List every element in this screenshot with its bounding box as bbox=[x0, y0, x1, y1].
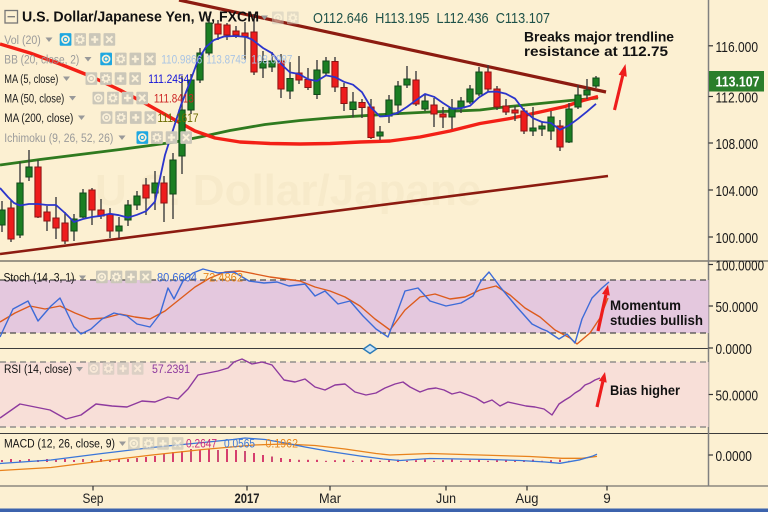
svg-text:MA (50, close): MA (50, close) bbox=[4, 93, 64, 105]
svg-text:Vol (20): Vol (20) bbox=[4, 35, 41, 47]
svg-text:0.0565: 0.0565 bbox=[224, 439, 255, 451]
svg-text:112.000: 112.000 bbox=[716, 90, 759, 107]
svg-text:U.S. Dollar/Japanese Yen, W, F: U.S. Dollar/Japanese Yen, W, FXCM bbox=[22, 10, 259, 26]
svg-text:0.0000: 0.0000 bbox=[716, 341, 752, 358]
svg-text:104.000: 104.000 bbox=[716, 183, 759, 200]
svg-text:80.6604: 80.6604 bbox=[157, 273, 198, 285]
svg-text:50.0000: 50.0000 bbox=[716, 299, 759, 316]
svg-text:MA (5, close): MA (5, close) bbox=[4, 74, 58, 86]
svg-text:116.000: 116.000 bbox=[716, 39, 759, 56]
svg-text:110.9866: 110.9866 bbox=[161, 54, 202, 66]
svg-text:0.2647: 0.2647 bbox=[186, 439, 217, 451]
svg-text:72.4862: 72.4862 bbox=[203, 273, 243, 285]
svg-text:9: 9 bbox=[603, 491, 611, 506]
svg-text:108.0987: 108.0987 bbox=[251, 54, 292, 66]
svg-text:Sep: Sep bbox=[83, 491, 104, 506]
svg-text:O112.646 H113.195 L112.436: O112.646 H113.195 L112.436 C113.107 bbox=[313, 10, 550, 27]
svg-text:57.2391: 57.2391 bbox=[152, 364, 190, 376]
svg-text:111.2454: 111.2454 bbox=[148, 74, 190, 86]
svg-text:0.0000: 0.0000 bbox=[716, 448, 752, 465]
svg-text:Momentum: Momentum bbox=[610, 297, 681, 313]
svg-text:Bias higher: Bias higher bbox=[610, 382, 680, 398]
svg-text:BB (20, close, 2): BB (20, close, 2) bbox=[4, 54, 79, 66]
svg-text:studies bullish: studies bullish bbox=[610, 312, 703, 328]
svg-text:108.000: 108.000 bbox=[716, 136, 759, 153]
svg-text:Stoch (14, 3, 1): Stoch (14, 3, 1) bbox=[4, 273, 75, 285]
svg-text:111.1617: 111.1617 bbox=[158, 113, 199, 125]
svg-text:113.107: 113.107 bbox=[716, 75, 760, 91]
svg-text:Ichimoku (9, 26, 52, 26): Ichimoku (9, 26, 52, 26) bbox=[4, 133, 113, 145]
svg-text:Aug: Aug bbox=[516, 491, 539, 506]
svg-text:Breaks major trendline: Breaks major trendline bbox=[524, 29, 674, 45]
svg-text:resistance at 112.75: resistance at 112.75 bbox=[524, 43, 668, 59]
svg-text:-0.1962: -0.1962 bbox=[262, 439, 298, 451]
svg-text:50.0000: 50.0000 bbox=[716, 388, 759, 405]
svg-text:Mar: Mar bbox=[319, 491, 341, 506]
svg-text:MA (200, close): MA (200, close) bbox=[4, 113, 73, 125]
svg-text:RSI (14, close): RSI (14, close) bbox=[4, 364, 72, 376]
svg-text:MACD (12, 26, close, 9): MACD (12, 26, close, 9) bbox=[4, 439, 115, 451]
svg-text:Jun: Jun bbox=[436, 491, 456, 506]
svg-text:100.0000: 100.0000 bbox=[716, 258, 765, 275]
svg-text:100.000: 100.000 bbox=[716, 230, 759, 247]
svg-text:2017: 2017 bbox=[235, 491, 260, 506]
svg-text:U.S. Dollar/Japane: U.S. Dollar/Japane bbox=[95, 166, 481, 215]
svg-text:113.8745: 113.8745 bbox=[206, 54, 246, 66]
svg-text:111.8413: 111.8413 bbox=[154, 93, 194, 105]
